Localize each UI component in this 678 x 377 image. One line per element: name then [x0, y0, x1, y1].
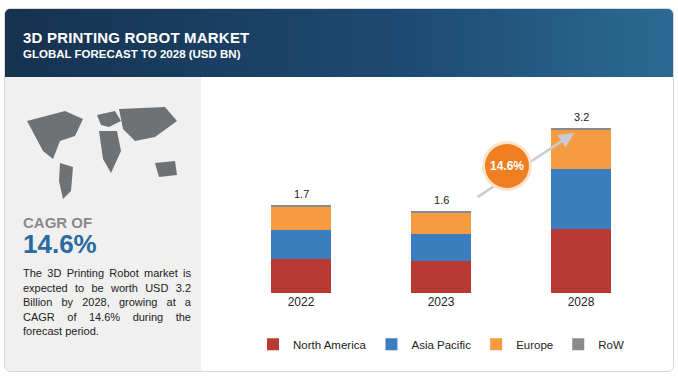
- svg-text:Asia Pacific: Asia Pacific: [411, 339, 471, 351]
- svg-text:RoW: RoW: [598, 339, 624, 351]
- html-text:3D PRINTING ROBOT MARKET: 3D PRINTING ROBOT MARKET: [23, 29, 250, 46]
- svg-text:1.7: 1.7: [294, 188, 309, 200]
- svg-text:2023: 2023: [428, 295, 455, 309]
- svg-text:1.6: 1.6: [434, 194, 449, 206]
- svg-text:North America: North America: [293, 339, 366, 351]
- html-text:GLOBAL FORECAST TO 2028 (USD B: GLOBAL FORECAST TO 2028 (USD BN): [23, 48, 241, 60]
- html-text:14.6%: 14.6%: [490, 159, 524, 173]
- html-text:14.6%: 14.6%: [23, 229, 97, 259]
- svg-text:Europe: Europe: [516, 339, 553, 351]
- html-text:CAGR OF: CAGR OF: [23, 214, 93, 231]
- svg-text:3.2: 3.2: [574, 111, 589, 123]
- svg-text:2028: 2028: [568, 295, 595, 309]
- svg-text:2022: 2022: [288, 295, 315, 309]
- html-text:The 3D Printing Robot market i: The 3D Printing Robot market is expected…: [23, 267, 191, 337]
